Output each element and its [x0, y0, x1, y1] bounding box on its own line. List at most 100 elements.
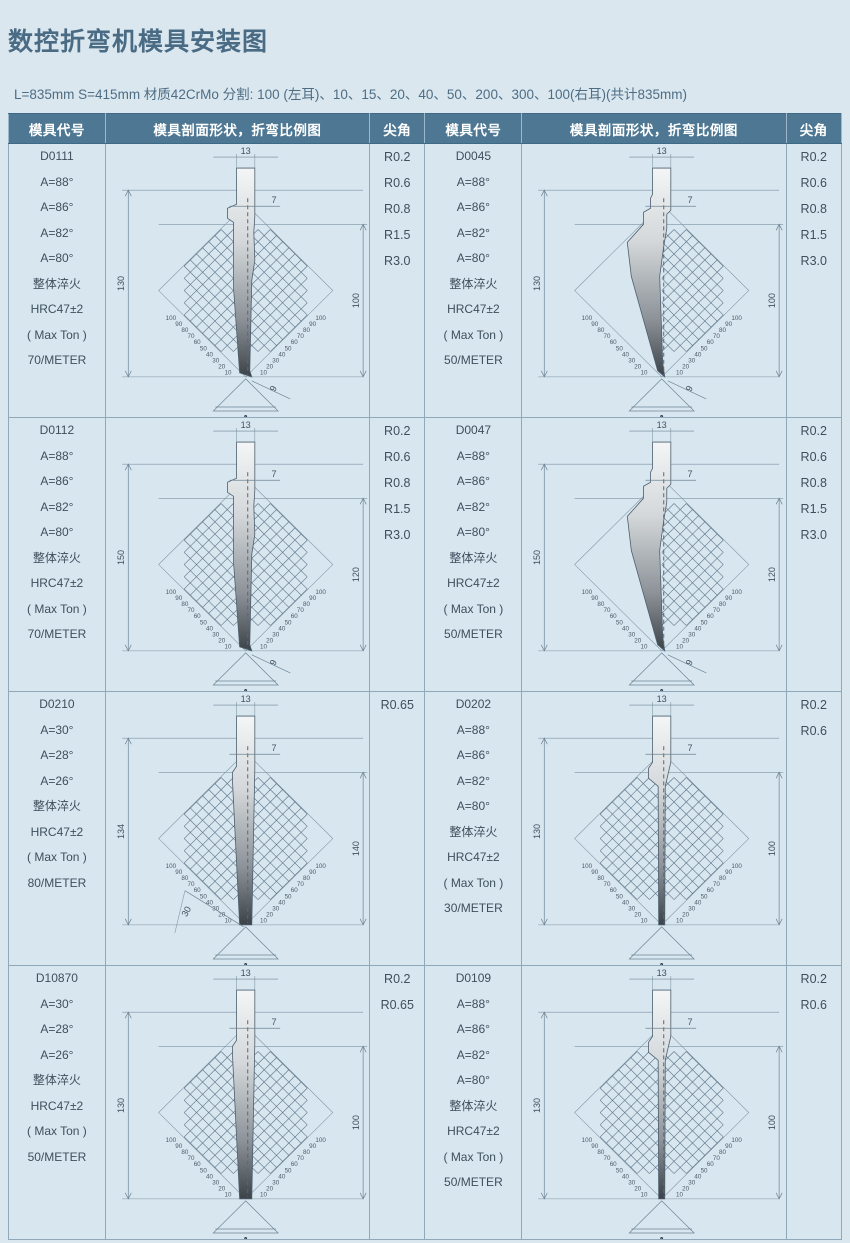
svg-text:80: 80 [303, 1149, 310, 1156]
svg-text:40: 40 [622, 1174, 629, 1181]
svg-text:13: 13 [657, 146, 667, 156]
svg-text:60: 60 [194, 613, 201, 620]
svg-text:90: 90 [592, 1143, 599, 1150]
die-spec-line: A=82° [40, 499, 74, 514]
svg-text:30: 30 [272, 358, 279, 365]
svg-text:30: 30 [689, 906, 696, 913]
die-spec-line: A=88° [40, 174, 74, 189]
die-spec-line: 整体淬火 [449, 1098, 498, 1113]
svg-text:10: 10 [260, 918, 267, 925]
die-spec-line: ( Max Ton ) [443, 327, 504, 342]
svg-text:100: 100 [582, 1137, 593, 1144]
svg-text:90: 90 [725, 595, 732, 602]
svg-text:30: 30 [629, 1180, 636, 1187]
svg-text:60: 60 [194, 887, 201, 894]
die-spec-line: A=30° [40, 996, 74, 1011]
svg-text:30: 30 [272, 1180, 279, 1187]
svg-text:A: A [658, 414, 666, 417]
svg-text:30: 30 [689, 632, 696, 639]
svg-text:20: 20 [218, 364, 225, 371]
die-spec-line: 整体淬火 [449, 276, 498, 291]
die-spec-line: A=86° [40, 474, 74, 488]
column-header-angle-left: 尖角 [369, 113, 426, 144]
svg-text:10: 10 [224, 370, 231, 377]
tip-radius-value: R0.6 [800, 998, 827, 1012]
svg-text:80: 80 [598, 327, 605, 334]
die-code-cell-left: D0210 A=30° A=28° A=26° 整体淬火 HRC47±2 ( Max Ton… [8, 691, 106, 966]
svg-text:40: 40 [278, 899, 285, 906]
svg-text:30: 30 [212, 632, 219, 639]
svg-text:20: 20 [266, 364, 273, 371]
table-row: D0210 A=30° A=28° A=26° 整体淬火 HRC47±2 ( Max Ton… [8, 691, 843, 966]
svg-text:120: 120 [351, 567, 361, 582]
svg-text:A: A [242, 688, 250, 691]
svg-text:70: 70 [604, 881, 611, 888]
svg-text:40: 40 [206, 625, 213, 632]
svg-text:A: A [658, 1236, 666, 1239]
svg-text:50: 50 [200, 1167, 207, 1174]
die-spec-line: HRC47±2 [30, 302, 84, 316]
die-spec-line: ( Max Ton ) [27, 850, 87, 864]
svg-text:90: 90 [725, 321, 732, 328]
svg-text:50: 50 [701, 345, 708, 352]
die-spec-line: 50/METER [27, 1149, 87, 1164]
svg-text:13: 13 [240, 146, 250, 156]
svg-text:80: 80 [598, 875, 605, 882]
svg-text:50: 50 [701, 893, 708, 900]
svg-text:130: 130 [532, 1098, 542, 1113]
die-spec-line: A=80° [456, 799, 490, 813]
svg-text:20: 20 [266, 638, 273, 645]
die-code-cell-left: D0111 A=88° A=86° A=82° A=80° 整体淬火 HRC47±2 ( Ma… [8, 143, 106, 418]
tip-radius-cell-left: R0.65 [369, 691, 426, 966]
die-spec-line: A=80° [456, 251, 490, 265]
svg-text:50: 50 [284, 345, 291, 352]
svg-text:20: 20 [635, 638, 642, 645]
svg-text:100: 100 [165, 589, 176, 596]
svg-text:20: 20 [635, 364, 642, 371]
tip-radius-value: R0.2 [800, 698, 827, 712]
svg-text:20: 20 [635, 912, 642, 919]
svg-text:20: 20 [218, 1186, 225, 1193]
svg-text:13: 13 [240, 694, 250, 704]
svg-text:80: 80 [598, 1149, 605, 1156]
svg-text:60: 60 [707, 339, 714, 346]
tip-radius-value: R0.2 [384, 150, 411, 164]
tip-radius-cell-right: R0.2 R0.6 R0.8 R1.5 R3.0 [785, 417, 843, 692]
svg-text:90: 90 [592, 869, 599, 876]
svg-text:60: 60 [610, 1161, 617, 1168]
tip-radius-value: R0.6 [800, 724, 827, 738]
svg-text:10: 10 [260, 644, 267, 651]
svg-text:20: 20 [682, 1186, 689, 1193]
svg-text:100: 100 [732, 1137, 743, 1144]
svg-text:9: 9 [684, 384, 695, 393]
svg-text:70: 70 [713, 1155, 720, 1162]
svg-text:100: 100 [315, 589, 326, 596]
svg-text:20: 20 [682, 912, 689, 919]
tip-radius-cell-left: R0.2 R0.65 [369, 965, 426, 1240]
die-spec-line: A=82° [456, 225, 490, 240]
svg-text:30: 30 [212, 358, 219, 365]
tip-radius-cell-left: R0.2 R0.6 R0.8 R1.5 R3.0 [369, 143, 426, 418]
tip-radius-value: R0.6 [800, 450, 827, 464]
die-spec-line: A=82° [456, 499, 490, 514]
die-code-cell-left: D10870 A=30° A=28° A=26° 整体淬火 HRC47±2 ( Max To… [8, 965, 106, 1240]
svg-text:10: 10 [676, 918, 683, 925]
svg-text:A: A [658, 962, 666, 965]
die-spec-line: 70/METER [27, 353, 87, 367]
page-subtitle: L=835mm S=415mm 材质42CrMo 分割: 100 (左耳)、10… [14, 87, 687, 102]
svg-text:70: 70 [297, 333, 304, 340]
svg-text:40: 40 [695, 899, 702, 906]
svg-text:100: 100 [582, 589, 593, 596]
die-spec-line: HRC47±2 [447, 576, 500, 590]
die-spec-line: A=30° [40, 722, 74, 737]
svg-text:80: 80 [303, 601, 310, 608]
page-title: 数控折弯机模具安装图 [8, 28, 269, 56]
column-header-code-right: 模具代号 [424, 113, 523, 144]
svg-text:20: 20 [218, 638, 225, 645]
svg-text:10: 10 [224, 644, 231, 651]
svg-text:70: 70 [297, 881, 304, 888]
die-spec-line: A=82° [40, 225, 74, 240]
die-spec-line: ( Max Ton ) [27, 327, 87, 342]
svg-text:40: 40 [278, 351, 285, 358]
